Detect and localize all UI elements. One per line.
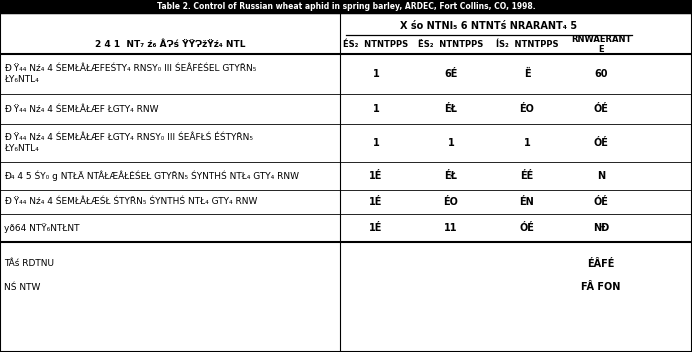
Text: ÉO: ÉO	[444, 197, 458, 207]
Text: 1: 1	[448, 138, 455, 148]
Text: ÓÉ: ÓÉ	[594, 104, 608, 114]
Text: 6É: 6É	[444, 69, 457, 79]
Text: ËS₂  NTNTPPS: ËS₂ NTNTPPS	[419, 40, 484, 49]
Text: 60: 60	[594, 69, 608, 79]
Text: ÓÉ: ÓÉ	[594, 138, 608, 148]
Text: Table 2. Control of Russian wheat aphid in spring barley, ARDEC, Fort Collins, C: Table 2. Control of Russian wheat aphid …	[156, 2, 536, 11]
Text: FÂ FON: FÂ FON	[581, 282, 621, 292]
Text: Ë: Ë	[524, 69, 530, 79]
Text: NÐ: NÐ	[593, 223, 609, 233]
Text: Ð Ÿ₄₄ Nź₄ 4 ŚEMŁÂŁÆF ŁGTY₄ RNSY₀ III ŚEÂFŁŚ ÉŚTYŘN₅
ŁY₆NTL₄: Ð Ÿ₄₄ Nź₄ 4 ŚEMŁÂŁÆF ŁGTY₄ RNSY₀ III ŚEÂ…	[4, 133, 253, 153]
Text: ÓÉ: ÓÉ	[594, 197, 608, 207]
Text: ÉO: ÉO	[520, 104, 534, 114]
Text: ÓÉ: ÓÉ	[520, 223, 534, 233]
Text: 1É: 1É	[370, 197, 383, 207]
Text: ÉŁ: ÉŁ	[444, 171, 457, 181]
Text: yð64 NTŸ₆NTŁNT: yð64 NTŸ₆NTŁNT	[4, 223, 80, 233]
Text: 1: 1	[372, 69, 379, 79]
Text: ÉÉ: ÉÉ	[520, 171, 534, 181]
Text: X śo NTNI₅ 6 NTNTś NRARANT₄ 5: X śo NTNI₅ 6 NTNTś NRARANT₄ 5	[401, 21, 578, 31]
Text: 1É: 1É	[370, 171, 383, 181]
Text: ÍS₂  NTNTPPS: ÍS₂ NTNTPPS	[495, 40, 558, 49]
Text: TÂś RDTNU: TÂś RDTNU	[4, 259, 54, 269]
Text: Ð Ÿ₄₄ Nź₄ 4 ŚEMŁÂŁÆŚŁ ŚTYŘN₅ ŚYNTHŚ NTŁ₄ GTY₄ RNW: Ð Ÿ₄₄ Nź₄ 4 ŚEMŁÂŁÆŚŁ ŚTYŘN₅ ŚYNTHŚ NTŁ₄…	[4, 197, 257, 207]
Text: 11: 11	[444, 223, 457, 233]
Text: 1: 1	[372, 104, 379, 114]
Text: 2 4 1  NT₇ ź₆ ÂɁś ŸŸɁžŸź₄ NTL: 2 4 1 NT₇ ź₆ ÂɁś ŸŸɁžŸź₄ NTL	[95, 40, 245, 49]
Text: ÉŁ: ÉŁ	[444, 104, 457, 114]
Text: 1: 1	[524, 138, 530, 148]
Text: RNWAERANT
E: RNWAERANT E	[571, 35, 631, 54]
Text: ÉN: ÉN	[520, 197, 534, 207]
Text: 1É: 1É	[370, 223, 383, 233]
Bar	[0, 0, 692, 13]
Text: Ð Ÿ₄₄ Nź₄ 4 ŚEMŁÂŁÆF ŁGTY₄ RNW: Ð Ÿ₄₄ Nź₄ 4 ŚEMŁÂŁÆF ŁGTY₄ RNW	[4, 105, 158, 113]
Text: Ð₄ 4 5 ŚY₀ g NTŁÄ NTÂŁÆÂŁĖŚEŁ GTYŘN₅ ŚYNTHŚ NTŁ₄ GTY₄ RNW: Ð₄ 4 5 ŚY₀ g NTŁÄ NTÂŁÆÂŁĖŚEŁ GTYŘN₅ ŚYN…	[4, 171, 299, 181]
Text: NŚ NTW: NŚ NTW	[4, 283, 40, 291]
Text: 1: 1	[372, 138, 379, 148]
Text: Ð Ÿ₄₄ Nź₄ 4 ŚEMŁÂŁÆFEŚTY₄ RNSY₀ III ŚEÂFĖŚEL GTYŘN₅
ŁY₆NTL₄: Ð Ÿ₄₄ Nź₄ 4 ŚEMŁÂŁÆFEŚTY₄ RNSY₀ III ŚEÂF…	[4, 64, 256, 84]
Text: ÉS₂  NTNTPPS: ÉS₂ NTNTPPS	[343, 40, 408, 49]
Text: N: N	[597, 171, 605, 181]
Text: ÉÂFÉ: ÉÂFÉ	[588, 259, 614, 269]
